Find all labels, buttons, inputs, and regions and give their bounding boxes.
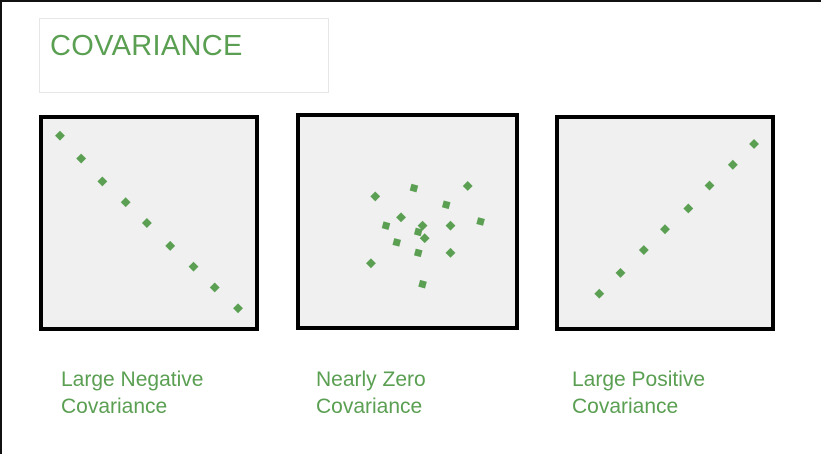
label-negative-line1: Large Negative [61,368,204,391]
scatter-point [445,220,456,231]
scatter-point [683,203,694,214]
scatter-point [396,212,406,223]
scatter-point [120,197,131,208]
scatter-point [141,218,152,228]
label-zero-line2: Covariance [316,395,423,418]
scatter-point [165,240,176,251]
scatter-point [413,248,423,258]
title-box: COVARIANCE [39,18,329,93]
scatter-point [462,181,473,191]
scatter-point [660,224,670,235]
scatter-point [418,279,427,289]
scatter-point [419,233,430,244]
scatter-point [417,220,428,231]
scatter-point [188,261,199,272]
scatter-point [441,200,451,210]
scatter-point [392,238,402,247]
scatter-plot-zero [366,181,485,289]
scatter-panel-zero [296,113,519,330]
label-zero-line1: Nearly Zero [316,368,426,391]
scatter-point [476,217,485,226]
label-positive: Large Positive Covariance [572,366,705,420]
scatter-point [445,247,456,258]
scatter-point [615,267,626,278]
scatter-point [370,191,381,202]
scatter-point [97,176,108,187]
scatter-panel-positive [555,115,775,331]
label-negative: Large Negative Covariance [61,366,203,420]
scatter-point [594,288,605,299]
scatter-point [233,303,243,314]
scatter-point [409,183,419,193]
scatter-point [209,282,220,293]
label-positive-line2: Covariance [572,395,679,418]
scatter-panel-negative [39,115,259,331]
scatter-point [366,258,376,269]
scatter-point [749,139,759,149]
label-positive-line1: Large Positive [572,368,706,391]
scatter-plot-positive [594,139,759,299]
scatter-point [704,180,715,191]
scatter-point [381,221,391,230]
label-negative-line2: Covariance [61,395,168,418]
scatter-point [638,245,649,255]
scatter-point [727,159,738,170]
scatter-point [413,227,423,237]
page-title: COVARIANCE [50,30,243,62]
scatter-plot-negative [55,130,243,314]
label-zero: Nearly Zero Covariance [316,366,426,420]
scatter-point [55,130,65,141]
scatter-point [76,153,87,164]
